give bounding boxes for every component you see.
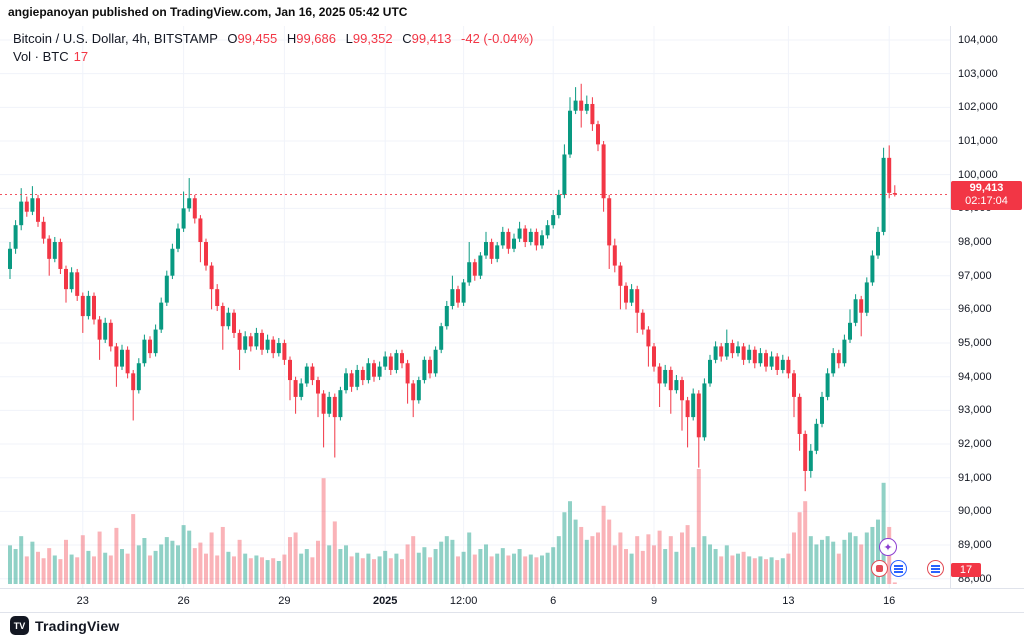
price-tick-label: 104,000 xyxy=(958,34,998,46)
price-tick-label: 94,000 xyxy=(958,370,992,383)
last-price-badge: 99,413 02:17:04 xyxy=(951,181,1022,211)
price-tick-label: 89,000 xyxy=(958,539,992,552)
price-tick-label: 97,000 xyxy=(958,269,992,282)
tradingview-logo-icon: TV xyxy=(10,616,29,635)
close-value: 99,413 xyxy=(411,31,452,46)
high-label: H xyxy=(286,31,297,46)
volume-value: 17 xyxy=(73,49,89,64)
low-value: 99,352 xyxy=(352,31,393,46)
time-tick-label: 2025 xyxy=(372,595,398,607)
open-label: O xyxy=(227,31,238,46)
time-tick-label: 16 xyxy=(883,595,896,607)
price-tick-label: 103,000 xyxy=(958,67,998,80)
tradingview-branding[interactable]: TV TradingView xyxy=(10,616,119,635)
price-scale-separator xyxy=(950,26,951,588)
low-label: L xyxy=(345,31,353,46)
price-tick-label: 92,000 xyxy=(958,438,992,451)
striped-sticker-icon[interactable] xyxy=(927,560,944,577)
time-tick-label: 9 xyxy=(650,595,658,607)
time-tick-label: 26 xyxy=(177,595,190,607)
price-tick-label: 93,000 xyxy=(958,404,992,417)
grid-layer xyxy=(0,26,950,588)
time-tick-label: 6 xyxy=(550,595,557,607)
tradingview-logo-text: TradingView xyxy=(35,617,120,634)
volume-legend[interactable]: Vol · BTC 17 xyxy=(13,49,88,64)
chart-bottom-border xyxy=(0,612,1024,613)
red-sticker-icon[interactable] xyxy=(871,560,888,577)
high-value: 99,686 xyxy=(296,31,336,46)
close-label: C xyxy=(402,31,412,46)
price-tick-label: 101,000 xyxy=(958,135,998,147)
attribution-text: angiepanoyan published on TradingView.co… xyxy=(8,5,408,19)
price-tick-label: 100,000 xyxy=(958,168,998,181)
price-tick-label: 96,000 xyxy=(958,303,992,316)
volume-badge: 17 xyxy=(951,563,981,577)
last-price-value: 99,413 xyxy=(969,182,1004,195)
open-value: 99,455 xyxy=(237,31,278,46)
price-tick-label: 90,000 xyxy=(958,505,992,518)
change-value: -42 (-0.04%) xyxy=(461,31,534,46)
sparkle-sticker-icon[interactable]: ✦ xyxy=(879,538,897,556)
volume-layer xyxy=(8,469,897,584)
price-tick-label: 98,000 xyxy=(958,236,992,249)
time-tick-label: 29 xyxy=(278,595,291,607)
price-tick-label: 91,000 xyxy=(958,471,992,484)
blue-bars-sticker-icon[interactable] xyxy=(890,560,907,577)
time-scale-separator xyxy=(0,588,1024,589)
chart-legend[interactable]: Bitcoin / U.S. Dollar, 4h, BITSTAMP O99,… xyxy=(13,31,533,46)
time-tick-label: 13 xyxy=(782,595,795,607)
volume-label: Vol · BTC xyxy=(13,49,69,64)
price-tick-label: 102,000 xyxy=(958,101,998,114)
time-tick-label: 12:00 xyxy=(449,595,478,607)
price-tick-label: 95,000 xyxy=(958,337,992,350)
symbol-title: Bitcoin / U.S. Dollar, 4h, BITSTAMP xyxy=(13,31,218,46)
bar-countdown: 02:17:04 xyxy=(965,195,1008,208)
time-tick-label: 23 xyxy=(76,595,89,607)
candles-layer xyxy=(8,83,897,492)
